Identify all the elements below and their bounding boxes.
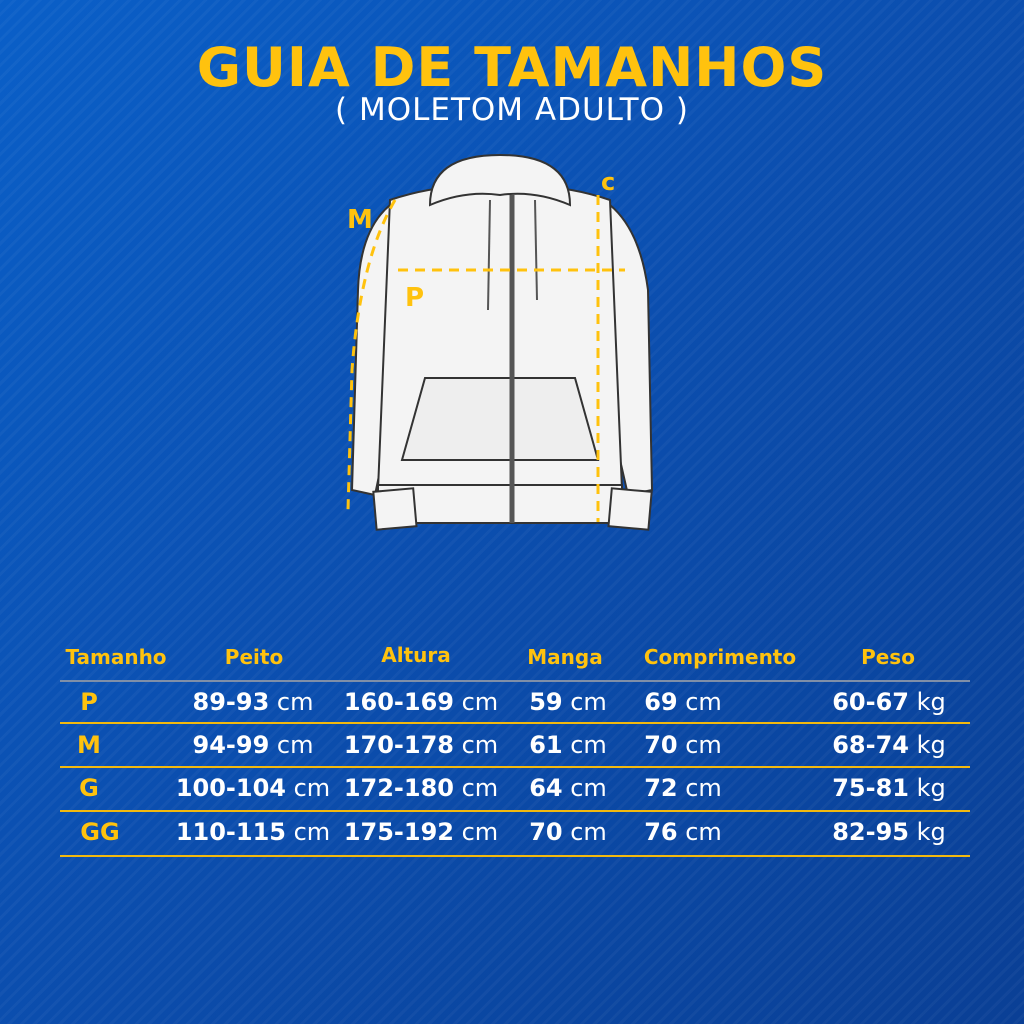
cell-unit: cm — [461, 818, 499, 846]
cell-value: 100-104 — [175, 774, 286, 802]
cell-peito: 110-115 cm — [176, 818, 330, 846]
hoodie-drawstring-right — [534, 199, 538, 301]
cell-altura: 160-169 cm — [344, 688, 498, 716]
page-subtitle: ( MOLETOM ADULTO ) — [335, 92, 689, 128]
row-divider — [60, 766, 970, 768]
cell-peito: 94-99 cm — [193, 731, 314, 759]
cell-unit: kg — [916, 818, 946, 846]
cell-manga: 70 cm — [529, 818, 607, 846]
cell-size: G — [79, 774, 99, 802]
header-peito: Peito — [224, 645, 284, 669]
header-tamanho: Tamanho — [65, 645, 167, 669]
header-comprimento: Comprimento — [643, 645, 797, 669]
cell-comprimento: 70 cm — [644, 731, 722, 759]
cell-value: 76 — [644, 818, 678, 846]
header-manga: Manga — [527, 645, 603, 669]
cell-value: 69 — [644, 688, 678, 716]
cell-peito: 89-93 cm — [193, 688, 314, 716]
cell-value: 94-99 — [192, 731, 270, 759]
hoodie-left-cuff — [372, 487, 418, 531]
cell-value: 172-180 — [343, 774, 454, 802]
cell-manga: 59 cm — [529, 688, 607, 716]
cell-altura: 172-180 cm — [344, 774, 498, 802]
sleeve-measure-line — [346, 199, 397, 511]
cell-unit: cm — [293, 774, 331, 802]
cell-value: 60-67 — [832, 688, 909, 716]
header-peso: Peso — [861, 645, 915, 669]
cell-unit: cm — [293, 818, 331, 846]
hoodie-drawstring-left — [487, 199, 491, 311]
cell-value: 89-93 — [192, 688, 270, 716]
header-divider — [60, 680, 970, 682]
cell-value: 170-178 — [343, 731, 454, 759]
cell-unit: cm — [685, 818, 722, 846]
length-label: C — [601, 168, 616, 196]
cell-comprimento: 72 cm — [644, 774, 722, 802]
page-title: GUIA DE TAMANHOS — [196, 36, 828, 99]
cell-unit: cm — [461, 688, 499, 716]
cell-unit: cm — [685, 688, 722, 716]
cell-value: 110-115 — [175, 818, 286, 846]
cell-value: 64 — [529, 774, 563, 802]
cell-peso: 68-74 kg — [832, 731, 946, 759]
cell-value: 175-192 — [343, 818, 454, 846]
row-divider — [60, 722, 970, 724]
cell-altura: 170-178 cm — [344, 731, 498, 759]
header-altura: Altura — [381, 643, 451, 667]
cell-comprimento: 76 cm — [644, 818, 722, 846]
chest-label: P — [405, 283, 425, 313]
cell-unit: cm — [276, 731, 314, 759]
cell-unit: kg — [916, 731, 946, 759]
cell-peso: 75-81 kg — [832, 774, 946, 802]
cell-value: 70 — [644, 731, 678, 759]
cell-value: 160-169 — [343, 688, 454, 716]
cell-peito: 100-104 cm — [176, 774, 330, 802]
cell-value: 68-74 — [832, 731, 909, 759]
cell-unit: cm — [685, 774, 722, 802]
cell-size: GG — [80, 818, 120, 846]
cell-value: 70 — [529, 818, 563, 846]
row-divider — [60, 810, 970, 812]
cell-value: 61 — [529, 731, 563, 759]
cell-value: 59 — [529, 688, 563, 716]
hoodie-pocket — [400, 377, 600, 461]
cell-value: 75-81 — [832, 774, 909, 802]
cell-manga: 64 cm — [529, 774, 607, 802]
cell-size: M — [77, 731, 101, 759]
cell-manga: 61 cm — [529, 731, 607, 759]
cell-unit: cm — [570, 731, 607, 759]
hoodie-hood — [428, 153, 572, 207]
cell-unit: cm — [461, 774, 499, 802]
cell-value: 72 — [644, 774, 678, 802]
sleeve-label: M — [347, 205, 373, 235]
cell-peso: 82-95 kg — [832, 818, 946, 846]
cell-value: 82-95 — [832, 818, 909, 846]
row-divider — [60, 855, 970, 857]
hoodie-right-cuff — [607, 487, 653, 531]
cell-unit: cm — [570, 688, 607, 716]
cell-unit: kg — [916, 688, 946, 716]
cell-unit: cm — [276, 688, 314, 716]
cell-comprimento: 69 cm — [644, 688, 722, 716]
cell-unit: kg — [916, 774, 946, 802]
cell-unit: cm — [570, 774, 607, 802]
cell-unit: cm — [570, 818, 607, 846]
cell-unit: cm — [461, 731, 499, 759]
cell-unit: cm — [685, 731, 722, 759]
cell-size: P — [80, 688, 98, 716]
cell-altura: 175-192 cm — [344, 818, 498, 846]
cell-peso: 60-67 kg — [832, 688, 946, 716]
hoodie-diagram — [346, 153, 654, 531]
